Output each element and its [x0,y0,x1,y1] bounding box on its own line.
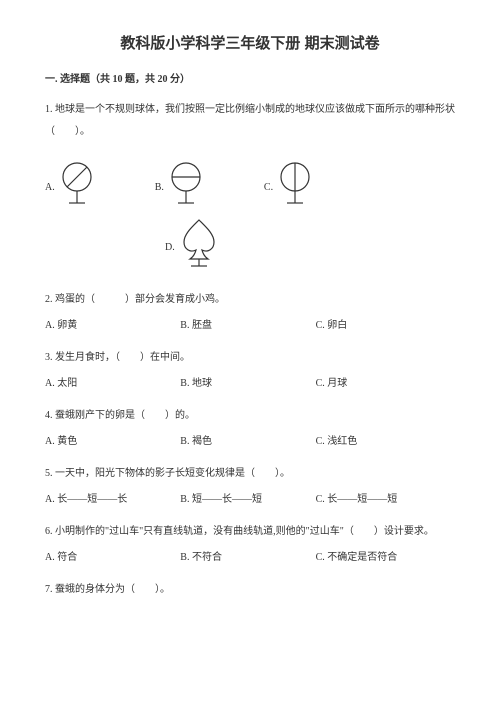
q3-text: 3. 发生月食时，（ ）在中间。 [45,347,455,369]
q4-options: A. 黄色 B. 褐色 C. 浅红色 [45,431,455,453]
question-6: 6. 小明制作的"过山车"只有直线轨道，没有曲线轨道,则他的"过山车"（ ）设计… [45,521,455,569]
question-2: 2. 鸡蛋的（ ）部分会发育成小鸡。 A. 卵黄 B. 胚盘 C. 卵白 [45,289,455,337]
q4-opt-c: C. 浅红色 [316,431,451,453]
q2-text: 2. 鸡蛋的（ ）部分会发育成小鸡。 [45,289,455,311]
q4-opt-a: A. 黄色 [45,431,180,453]
page-title: 教科版小学科学三年级下册 期末测试卷 [45,30,455,57]
q3-opt-b: B. 地球 [180,373,315,395]
q2-opt-c: C. 卵白 [316,315,451,337]
q1-shapes-row2: D. [165,217,455,269]
globe-vertical-icon [277,161,313,209]
question-3: 3. 发生月食时，（ ）在中间。 A. 太阳 B. 地球 C. 月球 [45,347,455,395]
q1-option-b: B. [155,161,204,209]
q6-text: 6. 小明制作的"过山车"只有直线轨道，没有曲线轨道,则他的"过山车"（ ）设计… [45,521,455,543]
q4-text: 4. 蚕蛾刚产下的卵是（ ）的。 [45,405,455,427]
q3-opt-a: A. 太阳 [45,373,180,395]
question-1: 1. 地球是一个不规则球体，我们按照一定比例缩小制成的地球仪应该做成下面所示的哪… [45,99,455,269]
q5-options: A. 长——短——长 B. 短——长——短 C. 长——短——短 [45,489,455,511]
q2-opt-a: A. 卵黄 [45,315,180,337]
q1-label-a: A. [45,177,55,209]
q5-opt-a: A. 长——短——长 [45,489,180,511]
q1-text: 1. 地球是一个不规则球体，我们按照一定比例缩小制成的地球仪应该做成下面所示的哪… [45,99,455,143]
question-7: 7. 蚕蛾的身体分为（ ）。 [45,579,455,601]
q5-opt-c: C. 长——短——短 [316,489,451,511]
globe-horizontal-icon [168,161,204,209]
q5-opt-b: B. 短——长——短 [180,489,315,511]
q1-option-c: C. [264,161,313,209]
q7-text: 7. 蚕蛾的身体分为（ ）。 [45,579,455,601]
question-5: 5. 一天中，阳光下物体的影子长短变化规律是（ ）。 A. 长——短——长 B.… [45,463,455,511]
q1-option-a: A. [45,161,95,209]
q4-opt-b: B. 褐色 [180,431,315,453]
question-4: 4. 蚕蛾刚产下的卵是（ ）的。 A. 黄色 B. 褐色 C. 浅红色 [45,405,455,453]
q1-label-c: C. [264,177,273,209]
q6-opt-b: B. 不符合 [180,547,315,569]
q1-option-d: D. [165,217,219,269]
q2-options: A. 卵黄 B. 胚盘 C. 卵白 [45,315,455,337]
q6-options: A. 符合 B. 不符合 C. 不确定是否符合 [45,547,455,569]
spade-shape-icon [179,217,219,269]
q3-options: A. 太阳 B. 地球 C. 月球 [45,373,455,395]
q1-label-b: B. [155,177,164,209]
q1-label-d: D. [165,237,175,269]
q3-opt-c: C. 月球 [316,373,451,395]
q5-text: 5. 一天中，阳光下物体的影子长短变化规律是（ ）。 [45,463,455,485]
section-header: 一. 选择题（共 10 题，共 20 分） [45,71,455,89]
q6-opt-a: A. 符合 [45,547,180,569]
q1-shapes-row1: A. B. C. [45,161,455,209]
q2-opt-b: B. 胚盘 [180,315,315,337]
q6-opt-c: C. 不确定是否符合 [316,547,451,569]
globe-diagonal-icon [59,161,95,209]
